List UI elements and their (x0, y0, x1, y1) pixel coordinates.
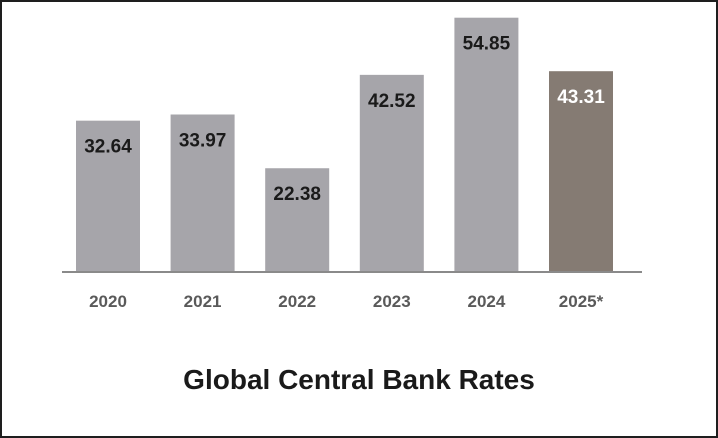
bar-2021 (170, 114, 235, 273)
x-tick-labels: 2020 2021 2022 2023 2024 2025* (89, 292, 604, 311)
bar-2025-star (549, 71, 613, 272)
x-tick-label: 2022 (278, 292, 316, 311)
bars-group: 32.64 33.97 22.38 42.52 54.85 43.31 (76, 17, 613, 273)
bar-value-label: 43.31 (557, 87, 605, 108)
x-tick-label: 2021 (184, 292, 222, 311)
bar-value-label: 32.64 (84, 137, 132, 158)
x-tick-label: 2020 (89, 292, 127, 311)
bar-value-label: 22.38 (273, 184, 321, 205)
x-tick-label: 2023 (373, 292, 411, 311)
bar-2023 (359, 74, 424, 272)
bar-value-label: 33.97 (179, 131, 227, 152)
x-tick-label: 2024 (467, 292, 505, 311)
bar-2024 (454, 17, 519, 273)
bar-value-label: 54.85 (463, 34, 511, 55)
bar-value-label: 42.52 (368, 91, 416, 112)
bar-2022 (265, 168, 330, 272)
chart-title: Global Central Bank Rates (183, 364, 535, 395)
bar-2020 (76, 120, 140, 272)
x-tick-label: 2025* (559, 292, 604, 311)
